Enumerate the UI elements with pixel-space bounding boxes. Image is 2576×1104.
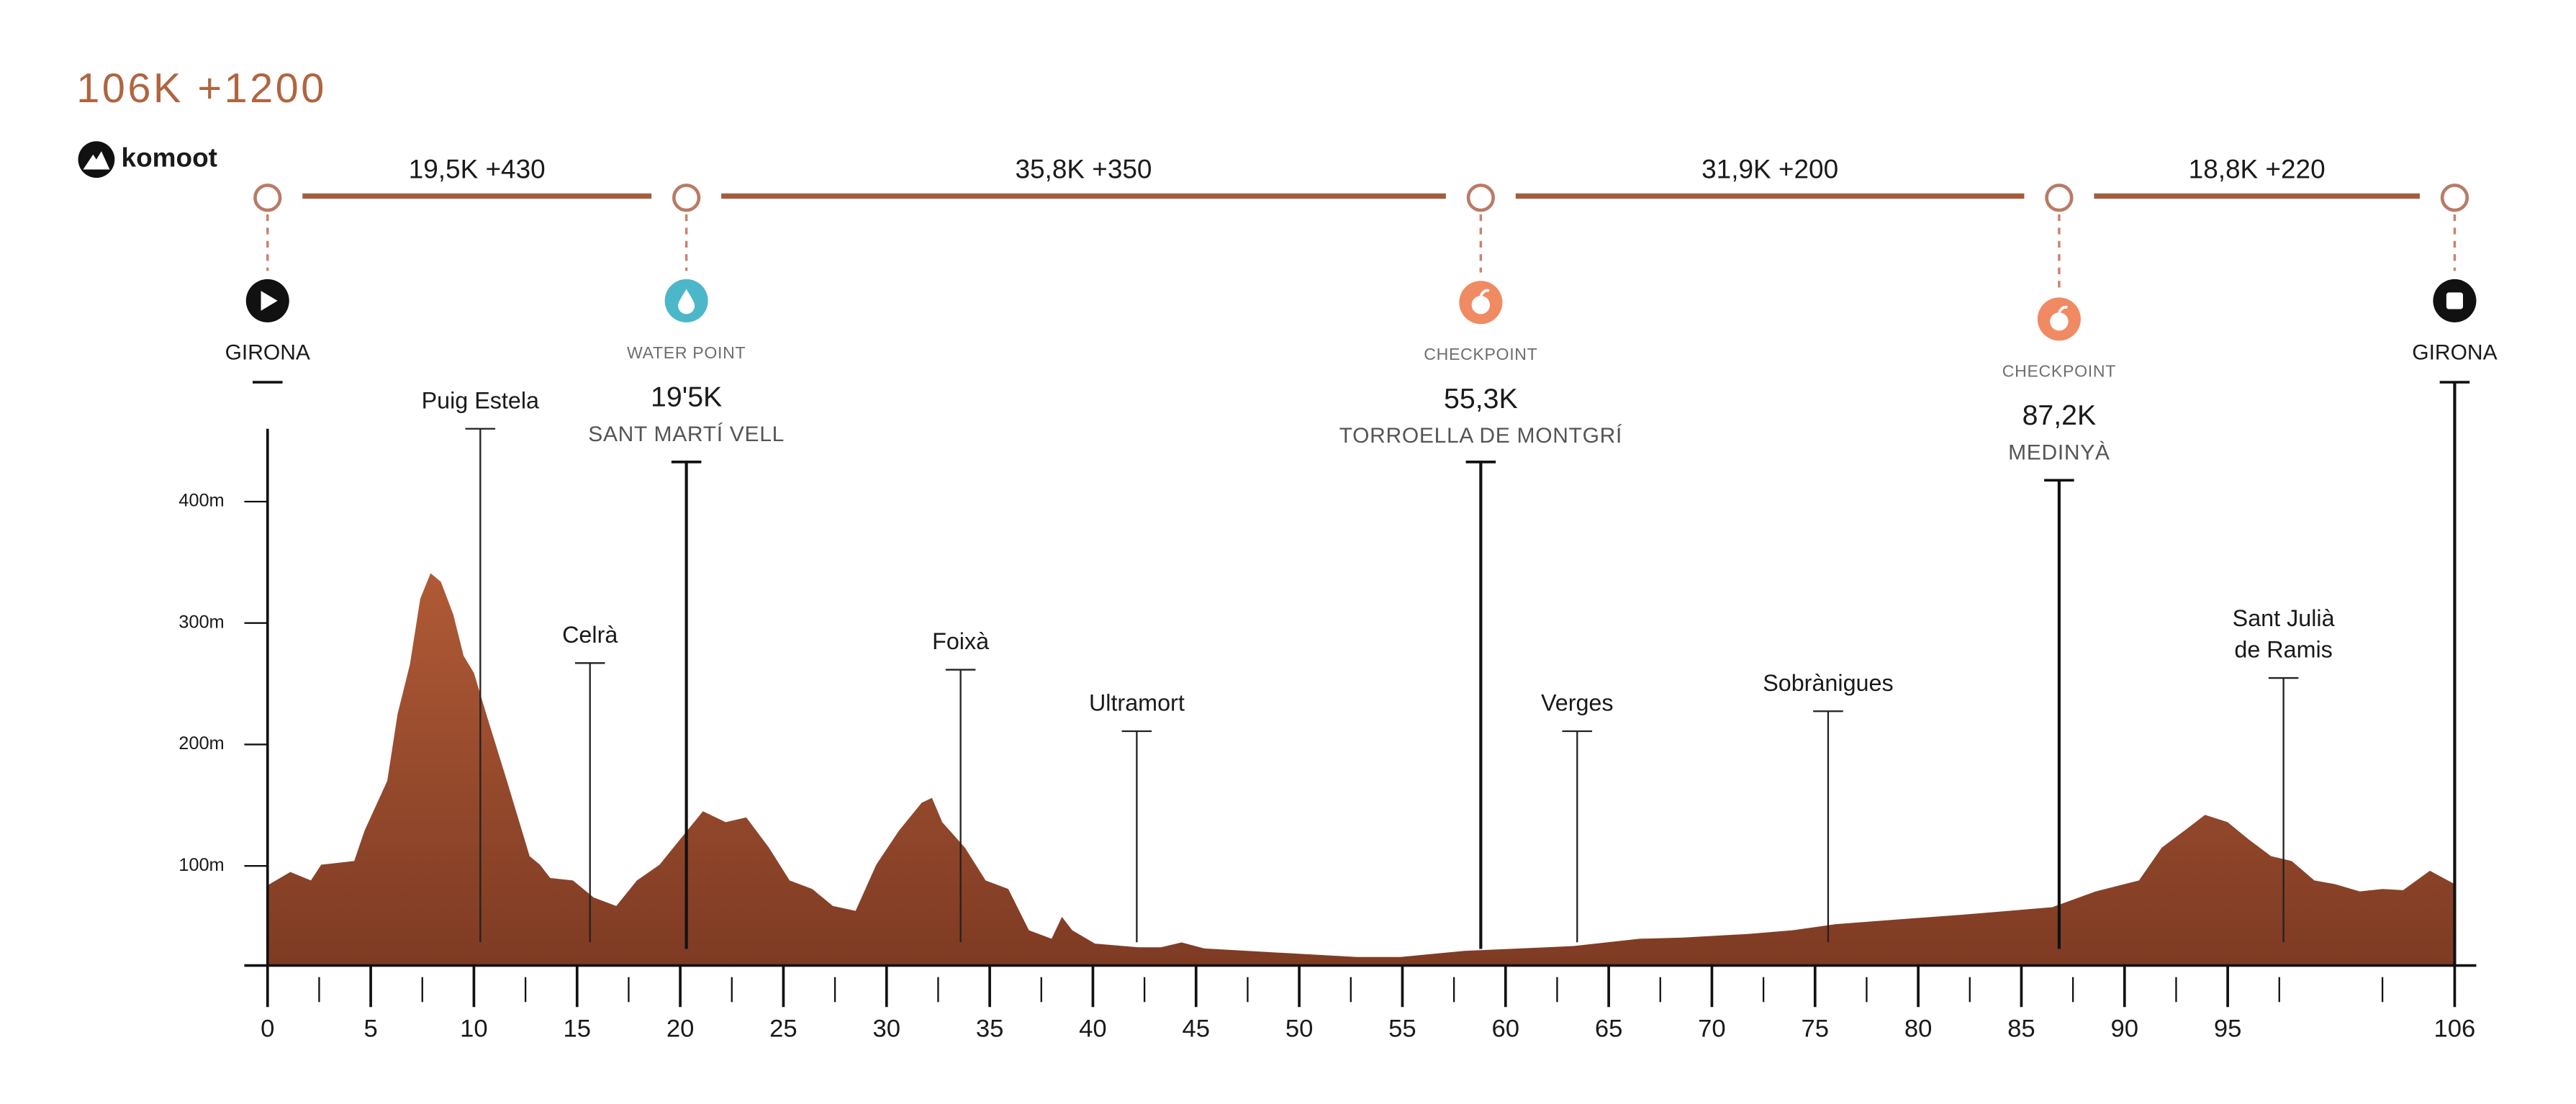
segment-label: 19,5K +430 [409, 155, 546, 184]
x-tick-label: 10 [460, 1015, 488, 1043]
x-tick-label: 40 [1079, 1015, 1107, 1043]
waypoint-ring [2440, 184, 2469, 212]
y-tick-label: 300m [178, 612, 224, 632]
town-label: Ultramort [1089, 690, 1185, 716]
x-tick-label: 90 [2111, 1015, 2139, 1043]
waypoint-place: SANT MARTÍ VELL [588, 422, 785, 446]
x-tick-label: 85 [2007, 1015, 2035, 1043]
waypoint-place: TORROELLA DE MONTGRÍ [1339, 424, 1622, 448]
logo: komoot [78, 141, 217, 178]
town-label: Celrà [562, 622, 618, 648]
x-tick-label: 106 [2434, 1015, 2476, 1043]
segment-label: 18,8K +220 [2189, 155, 2326, 184]
waypoint-ring [253, 184, 282, 212]
town-label: Foixà [932, 628, 989, 654]
segment-label: 31,9K +200 [1701, 155, 1838, 184]
elevation-area [267, 573, 2455, 966]
x-tick-label: 20 [666, 1015, 695, 1043]
y-tick-label: 200m [178, 733, 224, 754]
waypoint-km: 55,3K [1444, 383, 1518, 415]
town-label: Verges [1541, 690, 1614, 716]
town-label: de Ramis [2234, 637, 2332, 663]
y-tick-label: 100m [178, 855, 224, 875]
x-tick-label: 60 [1492, 1015, 1520, 1043]
apple-leaf [1479, 289, 1490, 297]
x-tick-label: 55 [1388, 1015, 1416, 1043]
waypoint-kind: WATER POINT [627, 343, 746, 362]
waypoint-ring [2045, 184, 2074, 212]
x-tick-label: 5 [363, 1015, 377, 1043]
endpoint-name: GIRONA [2412, 341, 2497, 365]
waypoint-kind: CHECKPOINT [1424, 345, 1537, 363]
waypoint-ring [1466, 184, 1495, 212]
town-label: Sobrànigues [1763, 670, 1893, 696]
segment-label: 35,8K +350 [1015, 155, 1152, 184]
drop-icon [678, 289, 695, 315]
apple-icon [1471, 296, 1491, 315]
x-tick-label: 15 [564, 1015, 592, 1043]
apple-leaf [2058, 305, 2069, 313]
waypoint-km: 19'5K [651, 381, 722, 413]
y-tick-label: 400m [178, 491, 224, 511]
x-tick-label: 50 [1285, 1015, 1314, 1043]
play-icon [261, 291, 278, 311]
town-label: Sant Julià [2233, 605, 2335, 631]
town-label: Puig Estela [422, 387, 539, 413]
x-tick-label: 95 [2214, 1015, 2242, 1043]
logo-text: komoot [122, 142, 217, 172]
x-tick-label: 25 [769, 1015, 797, 1043]
x-tick-label: 80 [1904, 1015, 1933, 1043]
waypoint-km: 87,2K [2023, 399, 2097, 431]
logo-mountain [83, 151, 110, 170]
x-tick-label: 30 [873, 1015, 901, 1043]
stop-icon [2446, 292, 2463, 309]
waypoint-ring [672, 184, 701, 212]
apple-icon [2050, 312, 2069, 331]
waypoint-kind: CHECKPOINT [2002, 361, 2116, 380]
x-tick-label: 45 [1183, 1015, 1211, 1043]
x-tick-label: 70 [1698, 1015, 1726, 1043]
x-tick-label: 75 [1802, 1015, 1830, 1043]
x-tick-label: 35 [976, 1015, 1004, 1043]
x-tick-label: 0 [261, 1015, 274, 1043]
chart-title: 106K +1200 [76, 65, 327, 112]
endpoint-name: GIRONA [225, 341, 310, 365]
x-tick-label: 65 [1595, 1015, 1623, 1043]
waypoint-place: MEDINYÀ [2008, 440, 2110, 464]
